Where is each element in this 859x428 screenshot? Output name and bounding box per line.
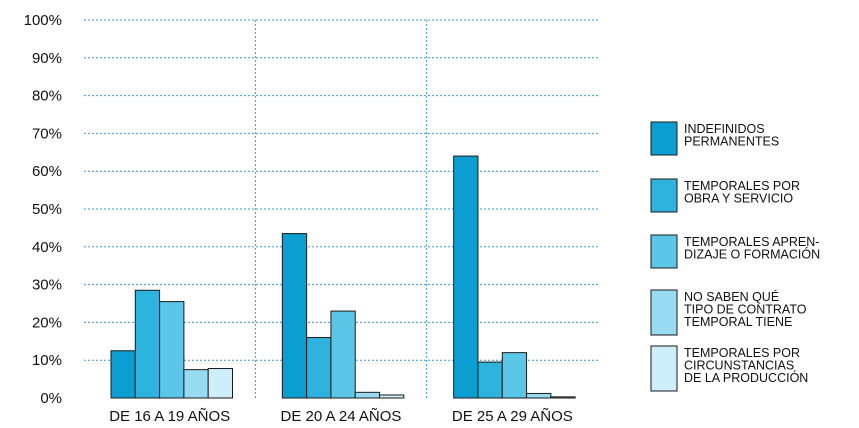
- bar: [159, 301, 185, 399]
- legend-label: TEMPORALES POR: [684, 346, 800, 360]
- bar: [330, 310, 356, 399]
- bar: [306, 337, 332, 399]
- bar: [526, 392, 552, 399]
- y-tick-label: 100%: [24, 12, 62, 29]
- legend-label: DE LA PRODUCCIÓN: [684, 370, 808, 385]
- y-tick-label: 30%: [32, 277, 62, 294]
- y-tick-label: 10%: [32, 352, 62, 369]
- bar: [134, 289, 161, 399]
- legend-label: INDEFINIDOS: [684, 122, 765, 136]
- y-tick-label: 0%: [40, 390, 62, 407]
- legend-swatch: [650, 121, 678, 156]
- legend-label: CIRCUNSTANCIAS: [684, 359, 794, 373]
- y-tick-label: 50%: [32, 201, 62, 218]
- legend-label: TIPO DE CONTRATO: [684, 303, 807, 317]
- bars: [110, 155, 576, 399]
- y-tick-label: 20%: [32, 314, 62, 331]
- legend-swatch: [650, 345, 678, 392]
- legend-swatch: [650, 289, 678, 336]
- legend-label: TEMPORALES APREN-: [684, 235, 819, 249]
- y-tick-label: 90%: [32, 50, 62, 67]
- legend-label: TEMPORAL TIENE: [684, 315, 792, 329]
- legend-label: OBRA Y SERVICIO: [684, 192, 793, 206]
- bar: [110, 350, 136, 399]
- bar: [183, 369, 209, 399]
- bar: [354, 391, 381, 399]
- y-tick-label: 70%: [32, 125, 62, 142]
- legend-label: NO SABEN QUÉ: [684, 289, 779, 304]
- legend-label: TEMPORALES POR: [684, 179, 800, 193]
- y-tick-label: 40%: [32, 239, 62, 256]
- bar: [550, 396, 576, 399]
- y-axis-tick-labels: 0% 10% 20% 30% 40% 50% 60% 70% 80% 90% 100%: [24, 12, 62, 407]
- bar: [281, 233, 308, 399]
- legend-swatch: [650, 234, 678, 269]
- bar: [501, 352, 528, 399]
- legend-label: DIZAJE O FORMACIÓN: [684, 247, 820, 262]
- x-category-label: DE 20 A 24 AÑOS: [281, 408, 402, 425]
- legend-label: PERMANENTES: [684, 135, 779, 149]
- bar: [477, 361, 503, 399]
- y-tick-label: 60%: [32, 163, 62, 180]
- x-category-label: DE 25 A 29 AÑOS: [452, 408, 573, 425]
- bar: [207, 368, 233, 399]
- bar: [379, 394, 405, 399]
- y-tick-label: 80%: [32, 88, 62, 105]
- x-category-label: DE 16 A 19 AÑOS: [109, 408, 230, 425]
- bar: [453, 155, 479, 399]
- x-axis-category-labels: DE 16 A 19 AÑOS DE 20 A 24 AÑOS DE 25 A 29…: [109, 408, 573, 425]
- legend-swatch: [650, 178, 678, 213]
